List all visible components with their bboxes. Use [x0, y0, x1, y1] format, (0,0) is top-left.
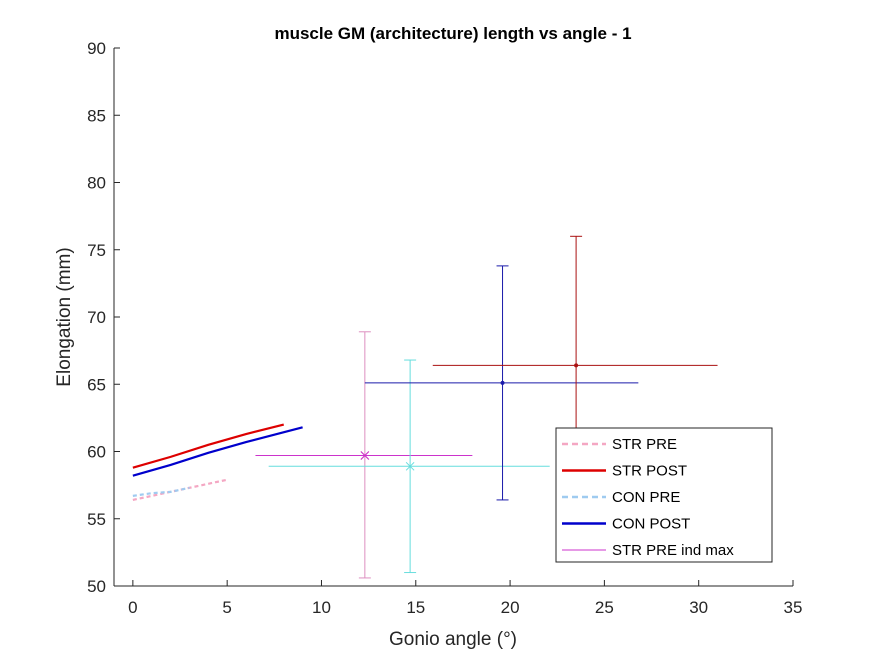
legend-box	[555, 427, 773, 563]
legend: STR PRE STR POST CON PRE CON POST STR PRE in…	[555, 427, 773, 563]
legend-label: STR POST	[612, 463, 687, 480]
x-tick-label: 30	[689, 598, 708, 617]
y-tick-label: 80	[87, 174, 106, 193]
y-axis-label: Elongation (mm)	[54, 247, 75, 386]
x-marker	[405, 461, 415, 471]
y-tick-label: 70	[87, 308, 106, 327]
x-tick-label: 15	[406, 598, 425, 617]
axes: 0 5 10 15 20 25 30 35 50 55 60 65 70 75 80 85 90	[87, 39, 802, 617]
x-marker	[360, 451, 370, 460]
series-line	[132, 486, 190, 497]
series-line	[132, 478, 228, 501]
chart-title: muscle GM (architecture) length vs angle…	[274, 24, 631, 43]
y-tick-label: 90	[87, 39, 106, 58]
y-tick-label: 60	[87, 443, 106, 462]
y-tick-label: 85	[87, 106, 106, 125]
legend-label: CON POST	[612, 516, 690, 533]
series-line	[132, 426, 303, 477]
dot-marker	[574, 363, 579, 368]
x-tick-label: 5	[222, 598, 231, 617]
x-axis-label: Gonio angle (°)	[389, 629, 517, 650]
y-tick-label: 65	[87, 375, 106, 394]
x-tick-label: 20	[501, 598, 520, 617]
error-bar-point	[364, 265, 639, 501]
legend-label: STR PRE	[612, 436, 677, 453]
x-tick-label: 0	[128, 598, 137, 617]
x-tick-label: 35	[784, 598, 803, 617]
y-tick-label: 55	[87, 510, 106, 529]
x-tick-label: 10	[312, 598, 331, 617]
legend-label: CON PRE	[612, 489, 680, 506]
y-tick-label: 75	[87, 241, 106, 260]
dot-marker	[500, 380, 505, 385]
x-tick-label: 25	[595, 598, 614, 617]
y-tick-label: 50	[87, 577, 106, 596]
error-bar-point	[255, 451, 473, 460]
series-line	[132, 423, 285, 469]
legend-label: STR PRE ind max	[612, 542, 734, 559]
